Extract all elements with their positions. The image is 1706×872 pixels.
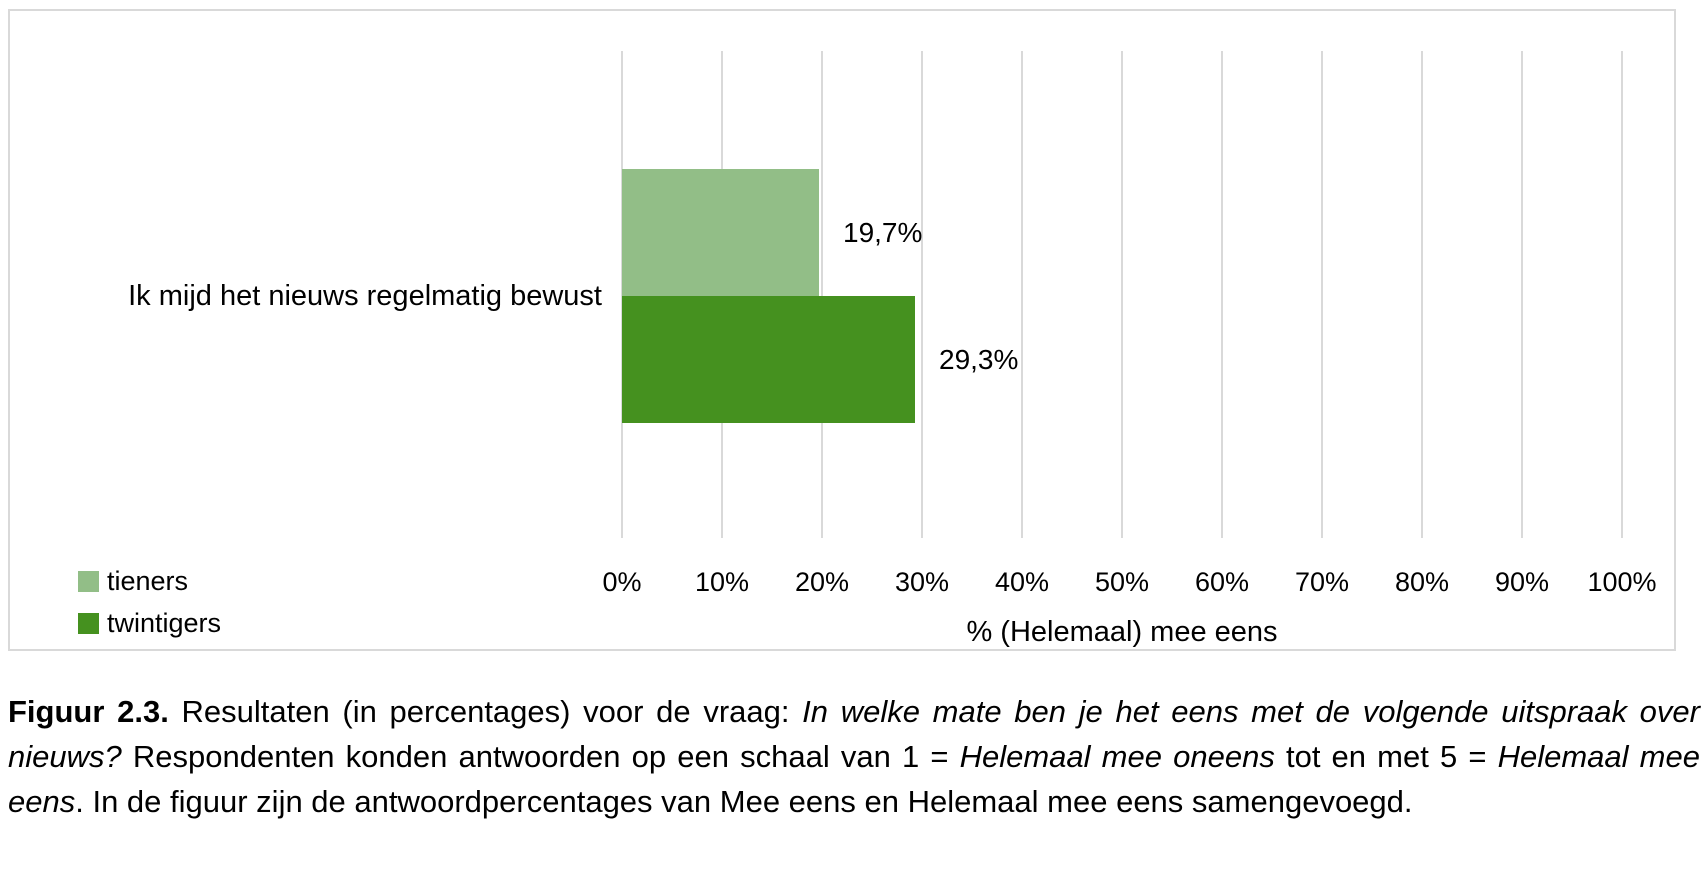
legend-swatch-icon [78,570,99,592]
x-tick-label: 70% [1294,567,1350,597]
figure-caption: Figuur 2.3. Resultaten (in percentages) … [8,689,1700,824]
bar-value-label-twintigers: 29,3% [939,344,1019,375]
gridline [1521,51,1523,538]
gridline [1321,51,1323,538]
x-tick-label: 40% [994,567,1050,597]
legend-item-twintigers: twintigers [78,609,221,637]
bar-value-label-tieners: 19,7% [843,217,923,248]
chart-area: 19,7% 29,3% 0% 10% 20% 30% 40% 50% 60% 70% 80% 90%… [8,9,1676,651]
x-axis-title: % (Helemaal) mee eens [966,616,1278,648]
bar-twintigers [622,296,915,423]
x-tick-label: 100% [1587,567,1657,597]
caption-segment: Respondenten konden antwoorden op een sc… [121,739,960,774]
caption-segment: Helemaal mee oneens [959,739,1275,774]
x-tick-label: 90% [1494,567,1550,597]
caption-segment: In welke mate ben je het eens met de vol… [8,694,1700,774]
gridline [921,51,923,538]
caption-segment: Helemaal mee eens [8,739,1700,819]
legend-swatch-icon [78,612,99,634]
legend-label: tieners [107,566,189,596]
gridline [821,51,823,538]
gridline [1421,51,1423,538]
x-tick-label: 0% [602,567,642,597]
gridline [1121,51,1123,538]
x-tick-label: 20% [794,567,850,597]
x-tick-label: 30% [894,567,950,597]
x-tick-label: 80% [1394,567,1450,597]
caption-segment: Figuur 2.3. [8,694,182,729]
x-tick-label: 10% [694,567,750,597]
gridline [1621,51,1623,538]
caption-segment: . In de figuur zijn de antwoordpercentag… [75,784,1413,819]
gridline [1021,51,1023,538]
x-tick-label: 60% [1194,567,1250,597]
legend-item-tieners: tieners [78,567,221,595]
x-tick-label: 50% [1094,567,1150,597]
legend: tieners twintigers [78,567,221,651]
caption-segment: Resultaten (in percentages) voor de vraa… [181,694,803,729]
bar-tieners [622,169,819,296]
caption-segment: tot en met 5 = [1274,739,1498,774]
gridline [1221,51,1223,538]
legend-label: twintigers [107,608,222,638]
category-label: Ik mijd het nieuws regelmatig bewust [128,280,602,312]
